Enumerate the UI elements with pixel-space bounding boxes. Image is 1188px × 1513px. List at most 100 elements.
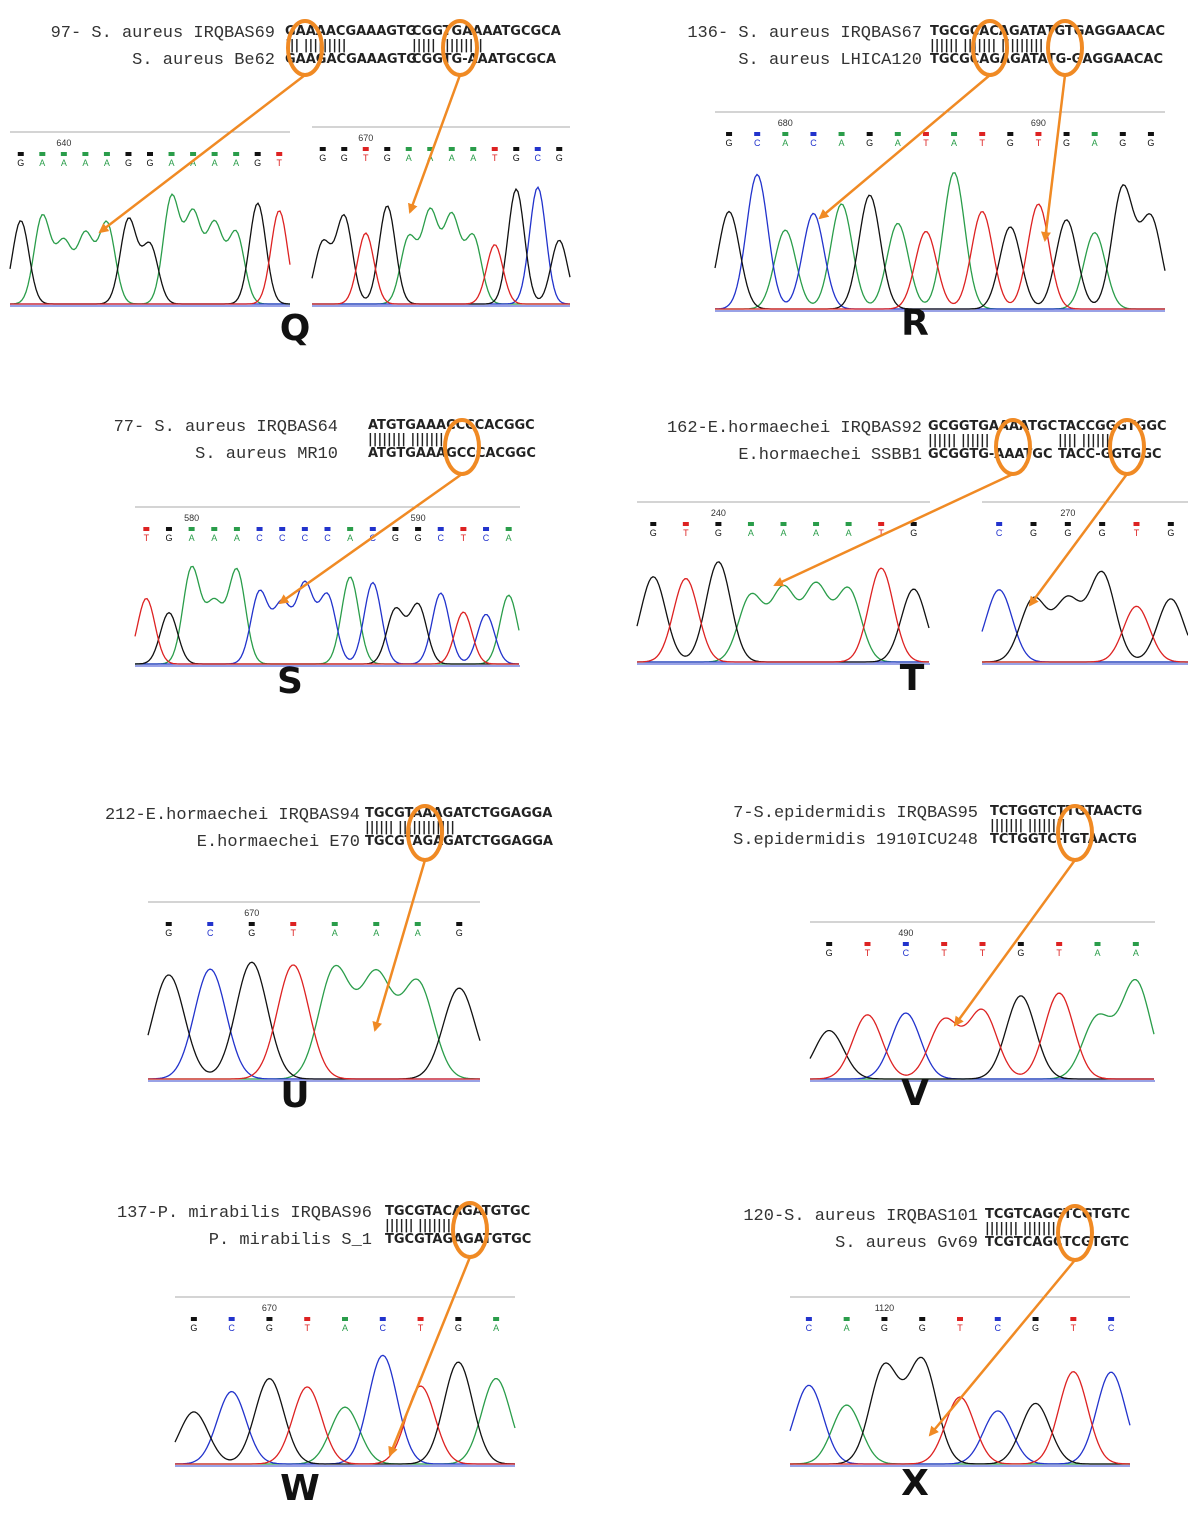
base-marker [1099,522,1105,526]
panel: 162-E.hormaechei IRQBAS92E.hormaechei SS… [637,419,1188,699]
base-marker [806,1317,812,1321]
base-call: C [256,533,263,543]
base-marker [347,527,353,531]
panel-letter: W [280,1468,320,1509]
base-call: G [866,138,873,148]
base-marker [957,1317,963,1321]
base-marker [535,147,541,151]
base-call: A [415,928,421,938]
base-marker [257,527,263,531]
base-marker [895,132,901,136]
base-call: T [304,1323,310,1333]
alignment-top: CGGTGAAAATGCGCA [412,24,561,39]
base-call: T [291,928,297,938]
trace-G [175,1362,515,1464]
base-marker [191,1317,197,1321]
alignment-bottom: CGGTG-AAATGCGCA [412,52,556,67]
base-call: G [1099,528,1106,538]
base-call: T [923,138,929,148]
base-marker [61,152,67,156]
trace-G [982,571,1188,662]
base-call: G [1017,948,1024,958]
base-call: T [1134,528,1140,538]
trace-C [790,1372,1130,1464]
alignment-match: |||| |||||| [1058,433,1110,448]
base-call: A [844,1323,850,1333]
base-marker [233,152,239,156]
base-call: G [726,138,733,148]
base-call: C [1108,1323,1115,1333]
base-call: C [324,533,331,543]
alignment-match: |||||||| |||||||| [368,432,449,447]
position-label: 690 [1031,118,1046,128]
base-marker [456,922,462,926]
base-marker [995,1317,1001,1321]
base-marker [846,522,852,526]
trace-A [715,173,1165,309]
base-call: T [980,948,986,958]
base-call: C [380,1323,387,1333]
base-marker [826,942,832,946]
base-call: G [1119,138,1126,148]
base-call: G [456,928,463,938]
base-call: G [1063,138,1070,148]
base-call: A [169,158,175,168]
panel: 7-S.epidermidis IRQBAS95S.epidermidis 19… [733,804,1155,1114]
position-label: 640 [56,138,71,148]
base-marker [370,527,376,531]
trace-A [637,582,929,662]
base-call: A [82,158,88,168]
base-marker [290,922,296,926]
arrow [410,75,460,212]
base-call: A [406,153,412,163]
base-marker [166,527,172,531]
base-marker [683,522,689,526]
position-label: 240 [711,508,726,518]
base-call: C [279,533,286,543]
base-call: A [212,158,218,168]
panel-letter: T [900,658,925,699]
base-marker [865,942,871,946]
base-marker [249,922,255,926]
base-marker [1095,942,1101,946]
arrow [820,75,990,218]
base-call: G [826,948,833,958]
alignment-match: ||||||| |||||||| [990,818,1066,833]
base-call: G [919,1323,926,1333]
trace-T [135,599,519,664]
base-call: C [535,153,542,163]
base-marker [449,147,455,151]
base-call: A [233,158,239,168]
base-marker [881,1317,887,1321]
base-call: A [449,153,455,163]
base-call: G [910,528,917,538]
base-call: G [1147,138,1154,148]
position-label: 1120 [875,1303,894,1313]
base-marker [415,527,421,531]
base-marker [406,147,412,151]
panel-letter: R [901,303,929,344]
base-marker [483,527,489,531]
alignment-match: ||||| ||||||||| [412,38,483,53]
base-marker [492,147,498,151]
trace-A [175,1379,515,1464]
base-marker [189,527,195,531]
arrow [1045,75,1065,240]
base-call: A [780,528,786,538]
position-label: 490 [898,928,913,938]
base-marker [418,1317,424,1321]
base-marker [1092,132,1098,136]
base-call: G [165,533,172,543]
base-marker [1108,1317,1114,1321]
base-marker [903,942,909,946]
base-call: A [470,153,476,163]
base-marker [1035,132,1041,136]
subject-name: P. mirabilis S_1 [209,1231,372,1250]
base-marker [229,1317,235,1321]
base-call: A [373,928,379,938]
position-label: 670 [358,133,373,143]
base-call: T [957,1323,963,1333]
alignment-top: TCGTCAGGTCGTGTC [985,1207,1130,1222]
base-marker [513,147,519,151]
base-call: G [455,1323,462,1333]
